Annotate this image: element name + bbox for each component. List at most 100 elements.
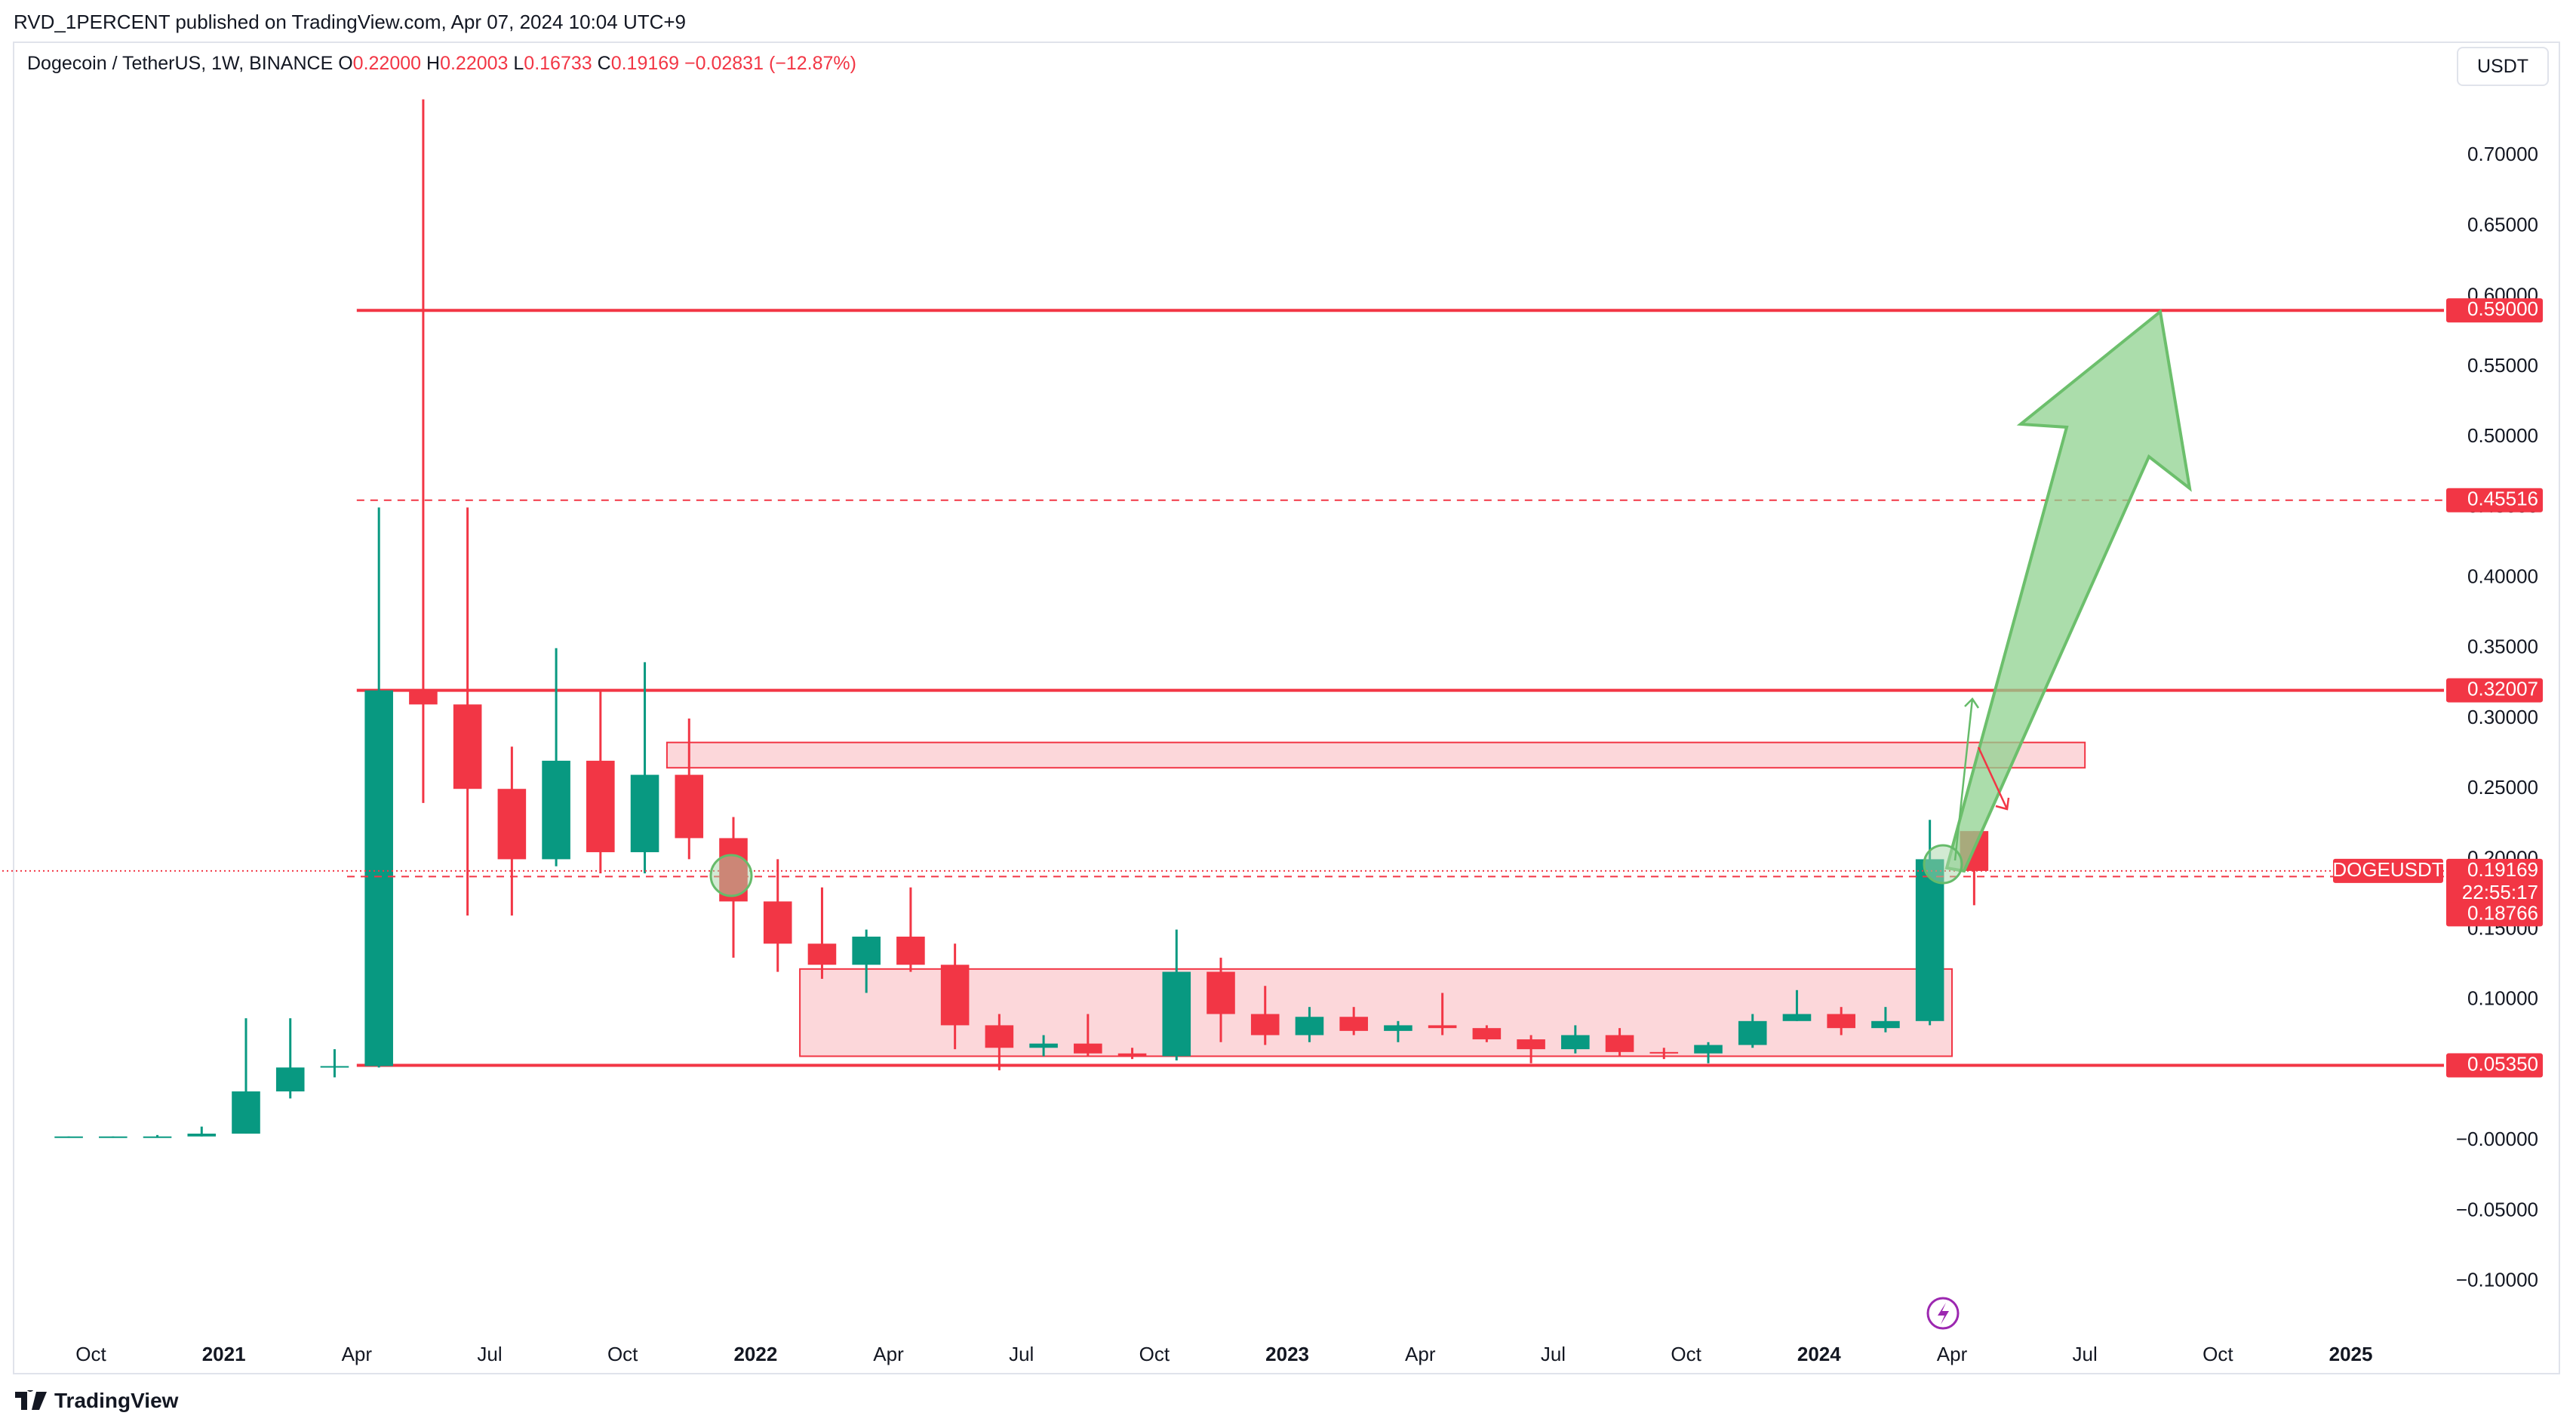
ohlc-value: 0.16733: [524, 53, 592, 74]
countdown: 22:55:17: [2462, 881, 2538, 903]
candle-body: [630, 774, 659, 853]
x-tick-label: 2022: [733, 1343, 777, 1365]
candle-body: [232, 1091, 260, 1134]
candle-body: [497, 789, 527, 860]
candle-body: [1428, 1025, 1457, 1029]
candle-body: [1162, 971, 1191, 1057]
ohlc-value: 0.22000: [352, 53, 422, 74]
symbol-legend: Dogecoin / TetherUS, 1W, BINANCE O0.2200…: [27, 53, 856, 75]
candle-body: [99, 1136, 128, 1138]
candle-body: [364, 690, 393, 1066]
candle-body: [1295, 1017, 1324, 1036]
prev-close-tag: 0.18766: [2467, 901, 2538, 924]
symbol: Dogecoin / TetherUS, 1W, BINANCE: [27, 53, 334, 74]
x-tick-label: Jul: [477, 1343, 502, 1365]
logo: [15, 1390, 47, 1410]
x-tick-label: 2024: [1797, 1343, 1841, 1365]
candle-body: [1561, 1035, 1590, 1050]
change: −0.02831: [684, 53, 764, 74]
candle-body: [1207, 971, 1235, 1014]
ohlc: O0.22000 H0.22003 L0.16733 C0.19169 −0.0…: [338, 53, 856, 74]
candle-body: [675, 774, 704, 839]
level-tag: 0.05350: [2467, 1052, 2538, 1075]
candle-body: [1915, 859, 1944, 1021]
x-tick-label: Jul: [2073, 1343, 2098, 1365]
x-tick-label: 2021: [202, 1343, 246, 1365]
y-tick-label: −0.10000: [2456, 1269, 2538, 1291]
candle-body: [143, 1136, 172, 1138]
zone: [799, 968, 1953, 1057]
last-price: 0.19169: [2467, 858, 2538, 881]
y-tick-label: 0.50000: [2467, 424, 2538, 447]
candle-body: [1782, 1014, 1812, 1021]
candle-body: [940, 965, 970, 1026]
marker-circle: [1923, 844, 1963, 885]
symbol-tag: DOGEUSDT: [2332, 858, 2443, 881]
x-tick-label: Apr: [1405, 1343, 1436, 1365]
candle-body: [852, 936, 881, 965]
currency-button[interactable]: USDT: [2457, 47, 2549, 86]
x-tick-label: Apr: [342, 1343, 373, 1365]
candle-body: [1029, 1043, 1058, 1048]
candle-body: [320, 1066, 349, 1068]
candle-body: [1517, 1039, 1545, 1050]
x-tick-label: Oct: [607, 1343, 638, 1365]
candle-body: [275, 1067, 305, 1092]
marker-circle: [709, 854, 753, 897]
y-tick-label: 0.65000: [2467, 213, 2538, 235]
ohlc-value: 0.22003: [440, 53, 509, 74]
zone: [666, 741, 2086, 769]
candle-body: [1074, 1043, 1102, 1054]
x-tick-label: Apr: [1937, 1343, 1968, 1365]
footer: TradingView: [15, 1389, 178, 1413]
ohlc-value: 0.19169: [610, 53, 680, 74]
ohlc-key: H: [426, 53, 441, 74]
ohlc-key: C: [597, 53, 611, 74]
candle-body: [1117, 1053, 1147, 1057]
x-tick-label: Oct: [2203, 1343, 2233, 1365]
y-tick-label: 0.70000: [2467, 143, 2538, 165]
candle-body: [1250, 1014, 1280, 1036]
events-icon: [1938, 1303, 1949, 1325]
candle-body: [187, 1133, 217, 1137]
x-tick-label: Oct: [75, 1343, 106, 1365]
y-tick-label: −0.05000: [2456, 1198, 2538, 1220]
candle-body: [1871, 1020, 1900, 1029]
level-tag-bg: [2446, 298, 2543, 323]
candle-body: [542, 760, 570, 860]
candle-body: [54, 1136, 83, 1138]
ohlc-key: L: [513, 53, 524, 74]
up-arrow: [1954, 697, 1980, 861]
candle-body: [896, 936, 925, 965]
candle-body: [453, 704, 482, 789]
projection-arrow: [1944, 309, 2192, 873]
level-tag: 0.45516: [2467, 488, 2538, 510]
x-tick-label: Jul: [1009, 1343, 1034, 1365]
candle-body: [807, 943, 837, 965]
y-tick-label: 0.40000: [2467, 565, 2538, 587]
level-tag-bg: [2446, 1053, 2543, 1078]
x-tick-label: 2023: [1265, 1343, 1309, 1365]
candle-body: [1339, 1017, 1368, 1031]
last-price-bg: [2446, 858, 2543, 907]
level-tag: 0.59000: [2467, 297, 2538, 320]
symbol-tag-bg: [2333, 858, 2443, 883]
y-tick-label: 0.25000: [2467, 776, 2538, 799]
publisher: RVD_1PERCENT published on TradingView.co…: [14, 11, 687, 33]
y-tick-label: 0.35000: [2467, 636, 2538, 658]
plot: −0.10000−0.05000−0.000000.050000.100000.…: [2, 99, 2543, 1365]
level-tag: 0.32007: [2467, 677, 2538, 700]
candle-body: [1472, 1028, 1502, 1040]
ohlc-key: O: [338, 53, 353, 74]
x-tick-label: 2025: [2329, 1343, 2373, 1365]
x-tick-label: Jul: [1541, 1343, 1566, 1365]
y-tick-label: −0.00000: [2456, 1128, 2538, 1150]
prev-close-tag-bg: [2446, 902, 2543, 927]
y-tick-label: 0.10000: [2467, 987, 2538, 1010]
candle-body: [586, 760, 615, 853]
y-tick-label: 0.30000: [2467, 706, 2538, 728]
down-arrow: [1977, 746, 2010, 811]
events-icon: [1926, 1297, 1960, 1330]
candle-body: [1827, 1014, 1855, 1029]
candle-body: [763, 901, 792, 944]
